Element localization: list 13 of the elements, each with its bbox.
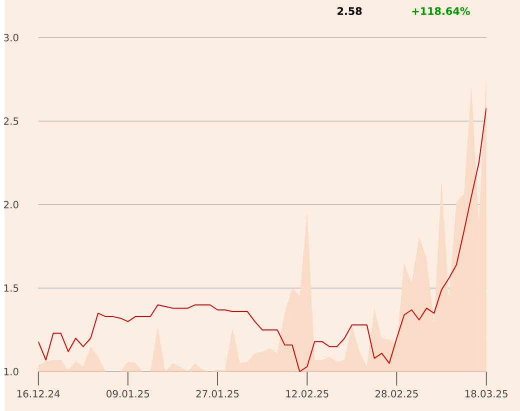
- y-tick-label: 2.5: [4, 117, 18, 125]
- x-tick-label: 27.01.25: [196, 390, 239, 398]
- x-tick-label: 18.03.25: [465, 390, 508, 398]
- x-tick-label: 28.02.25: [375, 390, 418, 398]
- text: 2.58: [338, 7, 362, 15]
- x-tick-label: 16.12.24: [17, 390, 60, 398]
- y-tick-label: 2.0: [4, 200, 18, 208]
- x-tick-label: 09.01.25: [106, 390, 150, 398]
- y-tick-label: 1.5: [4, 284, 18, 292]
- x-tick-label: 12.02.25: [286, 390, 328, 398]
- y-tick-label: 3.0: [4, 34, 18, 42]
- y-tick-label: 1.0: [4, 368, 18, 376]
- text: +118.64%: [412, 7, 470, 15]
